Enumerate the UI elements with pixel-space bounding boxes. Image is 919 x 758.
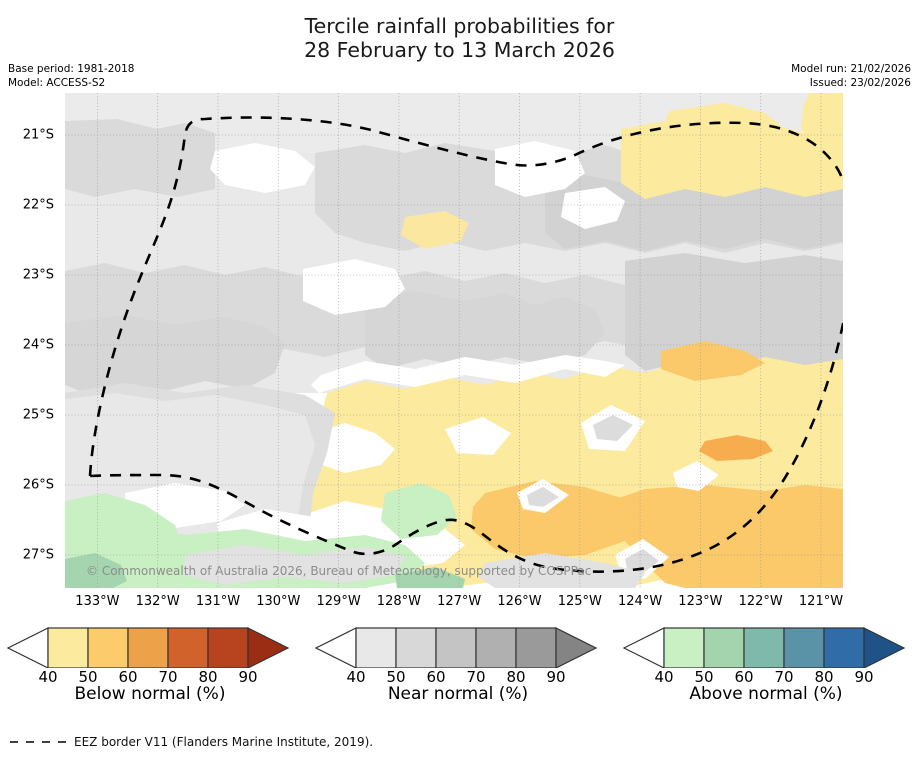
contour-near-normal-50-a [65, 119, 215, 197]
title-line-1: Tercile rainfall probabilities for [304, 14, 615, 38]
cb3-tick-70: 70 [774, 668, 794, 686]
x-tick-131W: 131°W [195, 594, 241, 609]
void-white-e [303, 259, 405, 315]
cb1-tick-60: 60 [118, 668, 138, 686]
cb3-tick-50: 50 [694, 668, 714, 686]
x-tick-123W: 123°W [678, 594, 723, 609]
metadata-right: Model run: 21/02/2026 Issued: 23/02/2026 [791, 62, 911, 90]
model-text: Model: ACCESS-S2 [8, 77, 106, 90]
x-tick-132W: 132°W [135, 594, 180, 609]
colorbar-above-normal-swatches [622, 627, 906, 668]
colorbar-below-normal-ticks: 40 50 60 70 80 90 [0, 668, 300, 686]
x-tick-129W: 129°W [316, 594, 361, 609]
x-tick-124W: 124°W [618, 594, 663, 609]
contour-above-normal-50-b [395, 567, 465, 588]
contour-near-normal-island-a [593, 415, 633, 441]
colorbar-below-normal[interactable]: 40 50 60 70 80 90 Below normal (%) [0, 622, 300, 722]
colorbar-near-normal-ticks: 40 50 60 70 80 90 [308, 668, 608, 686]
cb1-tick-50: 50 [78, 668, 98, 686]
cb3-tick-60: 60 [734, 668, 754, 686]
page-title: Tercile rainfall probabilities for 28 Fe… [0, 14, 919, 62]
colorbar-near-normal[interactable]: 40 50 60 70 80 90 Near normal (%) [308, 622, 608, 722]
x-axis-labels: 133°W 132°W 131°W 130°W 129°W 128°W 127°… [65, 594, 843, 616]
void-white-b [495, 141, 585, 197]
colorbar-below-normal-swatches [6, 627, 290, 668]
contour-below-normal-40-c [663, 103, 785, 151]
contour-above-normal-50 [65, 553, 127, 588]
contour-near-normal-island-b [625, 549, 659, 573]
colorbar-above-normal-ticks: 40 50 60 70 80 90 [616, 668, 916, 686]
void-white-c [561, 187, 625, 229]
cb2-tick-60: 60 [426, 668, 446, 686]
eez-dash-sample-icon [10, 741, 66, 743]
y-tick-22S: 22°S [22, 197, 54, 213]
eez-border-line [88, 116, 843, 573]
contour-near-normal-50-g [65, 315, 285, 393]
x-tick-125W: 125°W [557, 594, 602, 609]
cb2-tick-80: 80 [506, 668, 526, 686]
map-canvas [65, 93, 843, 588]
x-tick-127W: 127°W [437, 594, 482, 609]
contour-above-normal-40-c [381, 483, 457, 539]
void-diamond-e [445, 417, 511, 455]
colorbar-near-normal-swatches [314, 627, 598, 668]
contour-near-normal-island-c [527, 487, 559, 507]
contour-below-normal-50-a [661, 341, 765, 381]
cb2-tick-90: 90 [546, 668, 566, 686]
boundary-white-band [311, 355, 625, 393]
contour-below-normal-50-d [699, 435, 773, 461]
y-tick-23S: 23°S [22, 267, 54, 283]
map-copyright: © Commonwealth of Australia 2026, Bureau… [86, 564, 592, 578]
footer-eez-text: EEZ border V11 (Flanders Marine Institut… [74, 735, 374, 749]
y-tick-25S: 25°S [22, 407, 54, 423]
contour-near-normal-50-d [545, 173, 843, 251]
issued-text: Issued: 23/02/2026 [809, 77, 911, 90]
y-tick-21S: 21°S [22, 127, 54, 143]
contour-below-normal-40-e [401, 211, 469, 249]
x-tick-121W: 121°W [798, 594, 844, 609]
cb2-tick-50: 50 [386, 668, 406, 686]
contour-near-normal-50-e [625, 253, 843, 371]
contour-near-normal-50-f [365, 291, 605, 369]
footer-eez-legend: EEZ border V11 (Flanders Marine Institut… [8, 735, 373, 749]
cb2-tick-70: 70 [466, 668, 486, 686]
cb3-tick-80: 80 [814, 668, 834, 686]
contour-below-normal-50-b [605, 485, 843, 588]
y-axis-labels: 21°S 22°S 23°S 24°S 25°S 26°S 27°S [0, 93, 58, 588]
x-tick-133W: 133°W [75, 594, 120, 609]
metadata-left: Base period: 1981-2018 Model: ACCESS-S2 [8, 62, 134, 90]
contour-below-normal-50-c [471, 481, 645, 559]
x-tick-126W: 126°W [497, 594, 542, 609]
colorbar-above-normal[interactable]: 40 50 60 70 80 90 Above normal (%) [616, 622, 916, 722]
probability-map[interactable] [65, 93, 843, 588]
x-tick-130W: 130°W [256, 594, 301, 609]
cb1-tick-70: 70 [158, 668, 178, 686]
base-period-text: Base period: 1981-2018 [8, 63, 135, 75]
void-white-a [210, 143, 315, 193]
cb3-tick-90: 90 [854, 668, 874, 686]
y-tick-24S: 24°S [22, 337, 54, 353]
x-tick-128W: 128°W [376, 594, 421, 609]
void-diamond-b [673, 461, 719, 491]
title-line-2: 28 February to 13 March 2026 [304, 38, 615, 63]
y-tick-26S: 26°S [22, 477, 54, 493]
cb3-tick-40: 40 [654, 668, 674, 686]
cb1-tick-40: 40 [38, 668, 58, 686]
colorbar-near-normal-caption: Near normal (%) [387, 684, 529, 704]
model-run-text: Model run: 21/02/2026 [791, 63, 911, 75]
colorbar-above-normal-caption: Above normal (%) [689, 684, 843, 704]
cb1-tick-80: 80 [198, 668, 218, 686]
boundary-white-band-2 [315, 423, 395, 473]
y-tick-27S: 27°S [22, 547, 54, 563]
cb2-tick-40: 40 [346, 668, 366, 686]
colorbar-below-normal-caption: Below normal (%) [74, 684, 226, 704]
cb1-tick-90: 90 [238, 668, 258, 686]
x-tick-122W: 122°W [738, 594, 783, 609]
